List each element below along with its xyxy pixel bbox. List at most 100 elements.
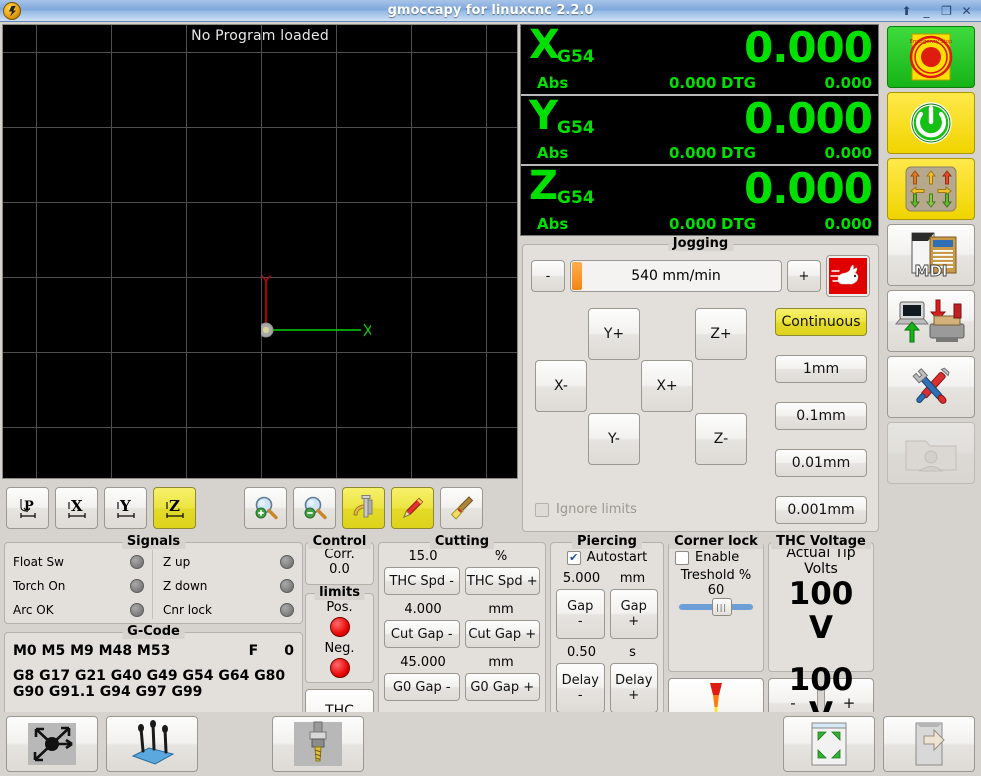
jogging-frame: Jogging - 540 mm/min + Y+ xyxy=(522,236,879,532)
increment-continuous-button[interactable]: Continuous xyxy=(775,308,867,336)
dro-axis-letter: X xyxy=(529,22,560,68)
jog-velocity-bar[interactable]: 540 mm/min xyxy=(570,260,782,292)
jog-velocity-plus-button[interactable]: + xyxy=(787,260,821,292)
touch-off-y-button[interactable]: Y xyxy=(104,487,147,529)
neg-limit-label: Neg. xyxy=(324,641,355,657)
cutting-title: Cutting xyxy=(429,534,495,549)
thc-speed-plus-button[interactable]: THC Spd + xyxy=(464,567,540,595)
estop-button[interactable]: Emergency Stop xyxy=(887,26,975,88)
measure-dimensions-button[interactable] xyxy=(342,487,385,529)
pierce-gap-unit: mm xyxy=(619,571,646,586)
window-title: gmoccapy for linuxcnc 2.2.0 xyxy=(387,3,594,18)
dro-coord-system: G54 xyxy=(557,47,595,67)
increment-0-1mm-button[interactable]: 0.1mm xyxy=(775,402,867,430)
z-down-led xyxy=(280,579,294,593)
status-panels: Signals Float Sw Torch On Arc OK xyxy=(0,534,881,732)
user-tabs-button xyxy=(887,422,975,484)
tool-spindle-icon xyxy=(294,721,342,766)
pierce-gap-plus-button[interactable]: Gap + xyxy=(609,589,658,639)
jog-z-plus-button[interactable]: Z+ xyxy=(695,308,747,360)
auto-mode-button[interactable] xyxy=(887,290,975,352)
dro-axis-letter: Y xyxy=(529,92,558,139)
jog-x-plus-button[interactable]: X+ xyxy=(641,360,693,412)
clear-plot-button[interactable] xyxy=(440,487,483,529)
exit-button[interactable] xyxy=(883,716,975,772)
signal-label: Arc OK xyxy=(13,603,54,617)
piercing-panel: Piercing ✔ Autostart 5.000 mm Gap - Gap … xyxy=(550,534,664,730)
mdi-mode-button[interactable]: MDI xyxy=(887,224,975,286)
dro-abs-value: 0.000 xyxy=(669,215,717,234)
load-program-icon xyxy=(894,299,965,343)
arc-ok-led xyxy=(130,603,144,617)
increment-0-001mm-button[interactable]: 0.001mm xyxy=(775,496,867,524)
cut-gap-minus-button[interactable]: Cut Gap - xyxy=(384,620,460,648)
thc-speed-minus-button[interactable]: THC Spd - xyxy=(384,567,460,595)
fullscreen-button[interactable] xyxy=(783,716,875,772)
dro-axis-z[interactable]: Z G54 0.000 Abs 0.000 DTG 0.000 xyxy=(521,166,878,236)
dro-dtg-value: 0.000 xyxy=(824,144,872,163)
cut-gap-plus-button[interactable]: Cut Gap + xyxy=(464,620,540,648)
zoom-out-button[interactable] xyxy=(293,487,336,529)
signal-row: Arc OK xyxy=(13,598,144,622)
actual-tip-volts-value: 100 V xyxy=(788,576,854,646)
jog-velocity-minus-button[interactable]: - xyxy=(531,260,565,292)
maximize-button[interactable]: ❐ xyxy=(941,3,952,18)
g0-gap-plus-button[interactable]: G0 Gap + xyxy=(464,673,540,701)
jog-y-minus-button[interactable]: Y- xyxy=(588,413,640,465)
corner-lock-led xyxy=(280,603,294,617)
feed-label: F xyxy=(248,643,259,659)
control-panel: Control Corr. 0.0 xyxy=(305,534,374,586)
threshold-label: Treshold % xyxy=(680,568,752,583)
touch-off-button[interactable] xyxy=(106,716,198,772)
edit-program-button[interactable] xyxy=(391,487,434,529)
signal-row: Z down xyxy=(163,574,294,598)
dro-axis-y[interactable]: Y G54 0.000 Abs 0.000 DTG 0.000 xyxy=(521,92,878,167)
shade-button[interactable]: ⬆ xyxy=(901,3,912,18)
settings-button[interactable] xyxy=(887,356,975,418)
signal-label: Cnr lock xyxy=(163,603,212,617)
zoom-in-button[interactable] xyxy=(244,487,287,529)
corner-lock-panel: Corner lock Enable Treshold % 60 ||| xyxy=(668,534,764,672)
neg-limit-led xyxy=(329,658,350,679)
increment-1mm-button[interactable]: 1mm xyxy=(775,355,867,383)
machine-power-button[interactable] xyxy=(887,92,975,154)
correction-label: Corr. xyxy=(324,547,355,562)
pierce-delay-minus-button[interactable]: Delay - xyxy=(556,663,605,713)
thc-speed-unit: % xyxy=(494,549,508,564)
ignore-limits-row[interactable]: Ignore limits xyxy=(535,502,637,517)
manual-mode-button[interactable] xyxy=(887,158,975,220)
jogging-panel: Jogging - 540 mm/min + Y+ xyxy=(522,236,879,532)
minimize-button[interactable]: _ xyxy=(923,3,930,18)
pierce-delay-unit: s xyxy=(629,645,636,660)
dro-dtg-label: DTG xyxy=(721,73,756,92)
ignore-limits-checkbox[interactable] xyxy=(535,502,549,517)
g0-gap-minus-button[interactable]: G0 Gap - xyxy=(384,673,460,701)
homing-button[interactable] xyxy=(6,716,98,772)
rabbit-icon xyxy=(829,258,867,294)
increment-0-01mm-button[interactable]: 0.01mm xyxy=(775,449,867,477)
touch-off-z-button[interactable]: Z xyxy=(153,487,196,529)
modal-g-codes-line1: G8 G17 G21 G40 G49 G54 G64 G80 xyxy=(13,668,286,684)
close-button[interactable]: ✕ xyxy=(961,3,972,18)
jog-x-minus-button[interactable]: X- xyxy=(535,360,587,412)
tool-button[interactable] xyxy=(272,716,364,772)
dro-dtg-label: DTG xyxy=(721,144,756,163)
limits-title: limits xyxy=(314,585,365,601)
autostart-checkbox[interactable]: ✔ xyxy=(566,550,581,565)
threshold-slider[interactable]: ||| xyxy=(679,598,753,616)
jog-z-minus-button[interactable]: Z- xyxy=(695,413,747,465)
dro-axis-x[interactable]: X G54 0.000 Abs 0.000 DTG 0.000 xyxy=(521,25,878,96)
touch-off-p-button[interactable]: P xyxy=(6,487,49,529)
rapid-toggle-button[interactable] xyxy=(826,255,870,297)
dro-abs-value: 0.000 xyxy=(669,144,717,163)
float-switch-led xyxy=(130,555,144,569)
pierce-delay-plus-button[interactable]: Delay + xyxy=(609,663,658,713)
gcode-preview-plot[interactable]: No Program loaded xyxy=(2,24,518,479)
pierce-gap-minus-button[interactable]: Gap - xyxy=(556,589,605,639)
jog-y-plus-button[interactable]: Y+ xyxy=(588,308,640,360)
z-up-led xyxy=(280,555,294,569)
limits-panel: limits Pos. Neg. xyxy=(305,585,374,684)
threshold-slider-knob[interactable]: ||| xyxy=(711,598,732,616)
corner-lock-enable-checkbox[interactable] xyxy=(675,550,689,565)
touch-off-x-button[interactable]: X xyxy=(55,487,98,529)
